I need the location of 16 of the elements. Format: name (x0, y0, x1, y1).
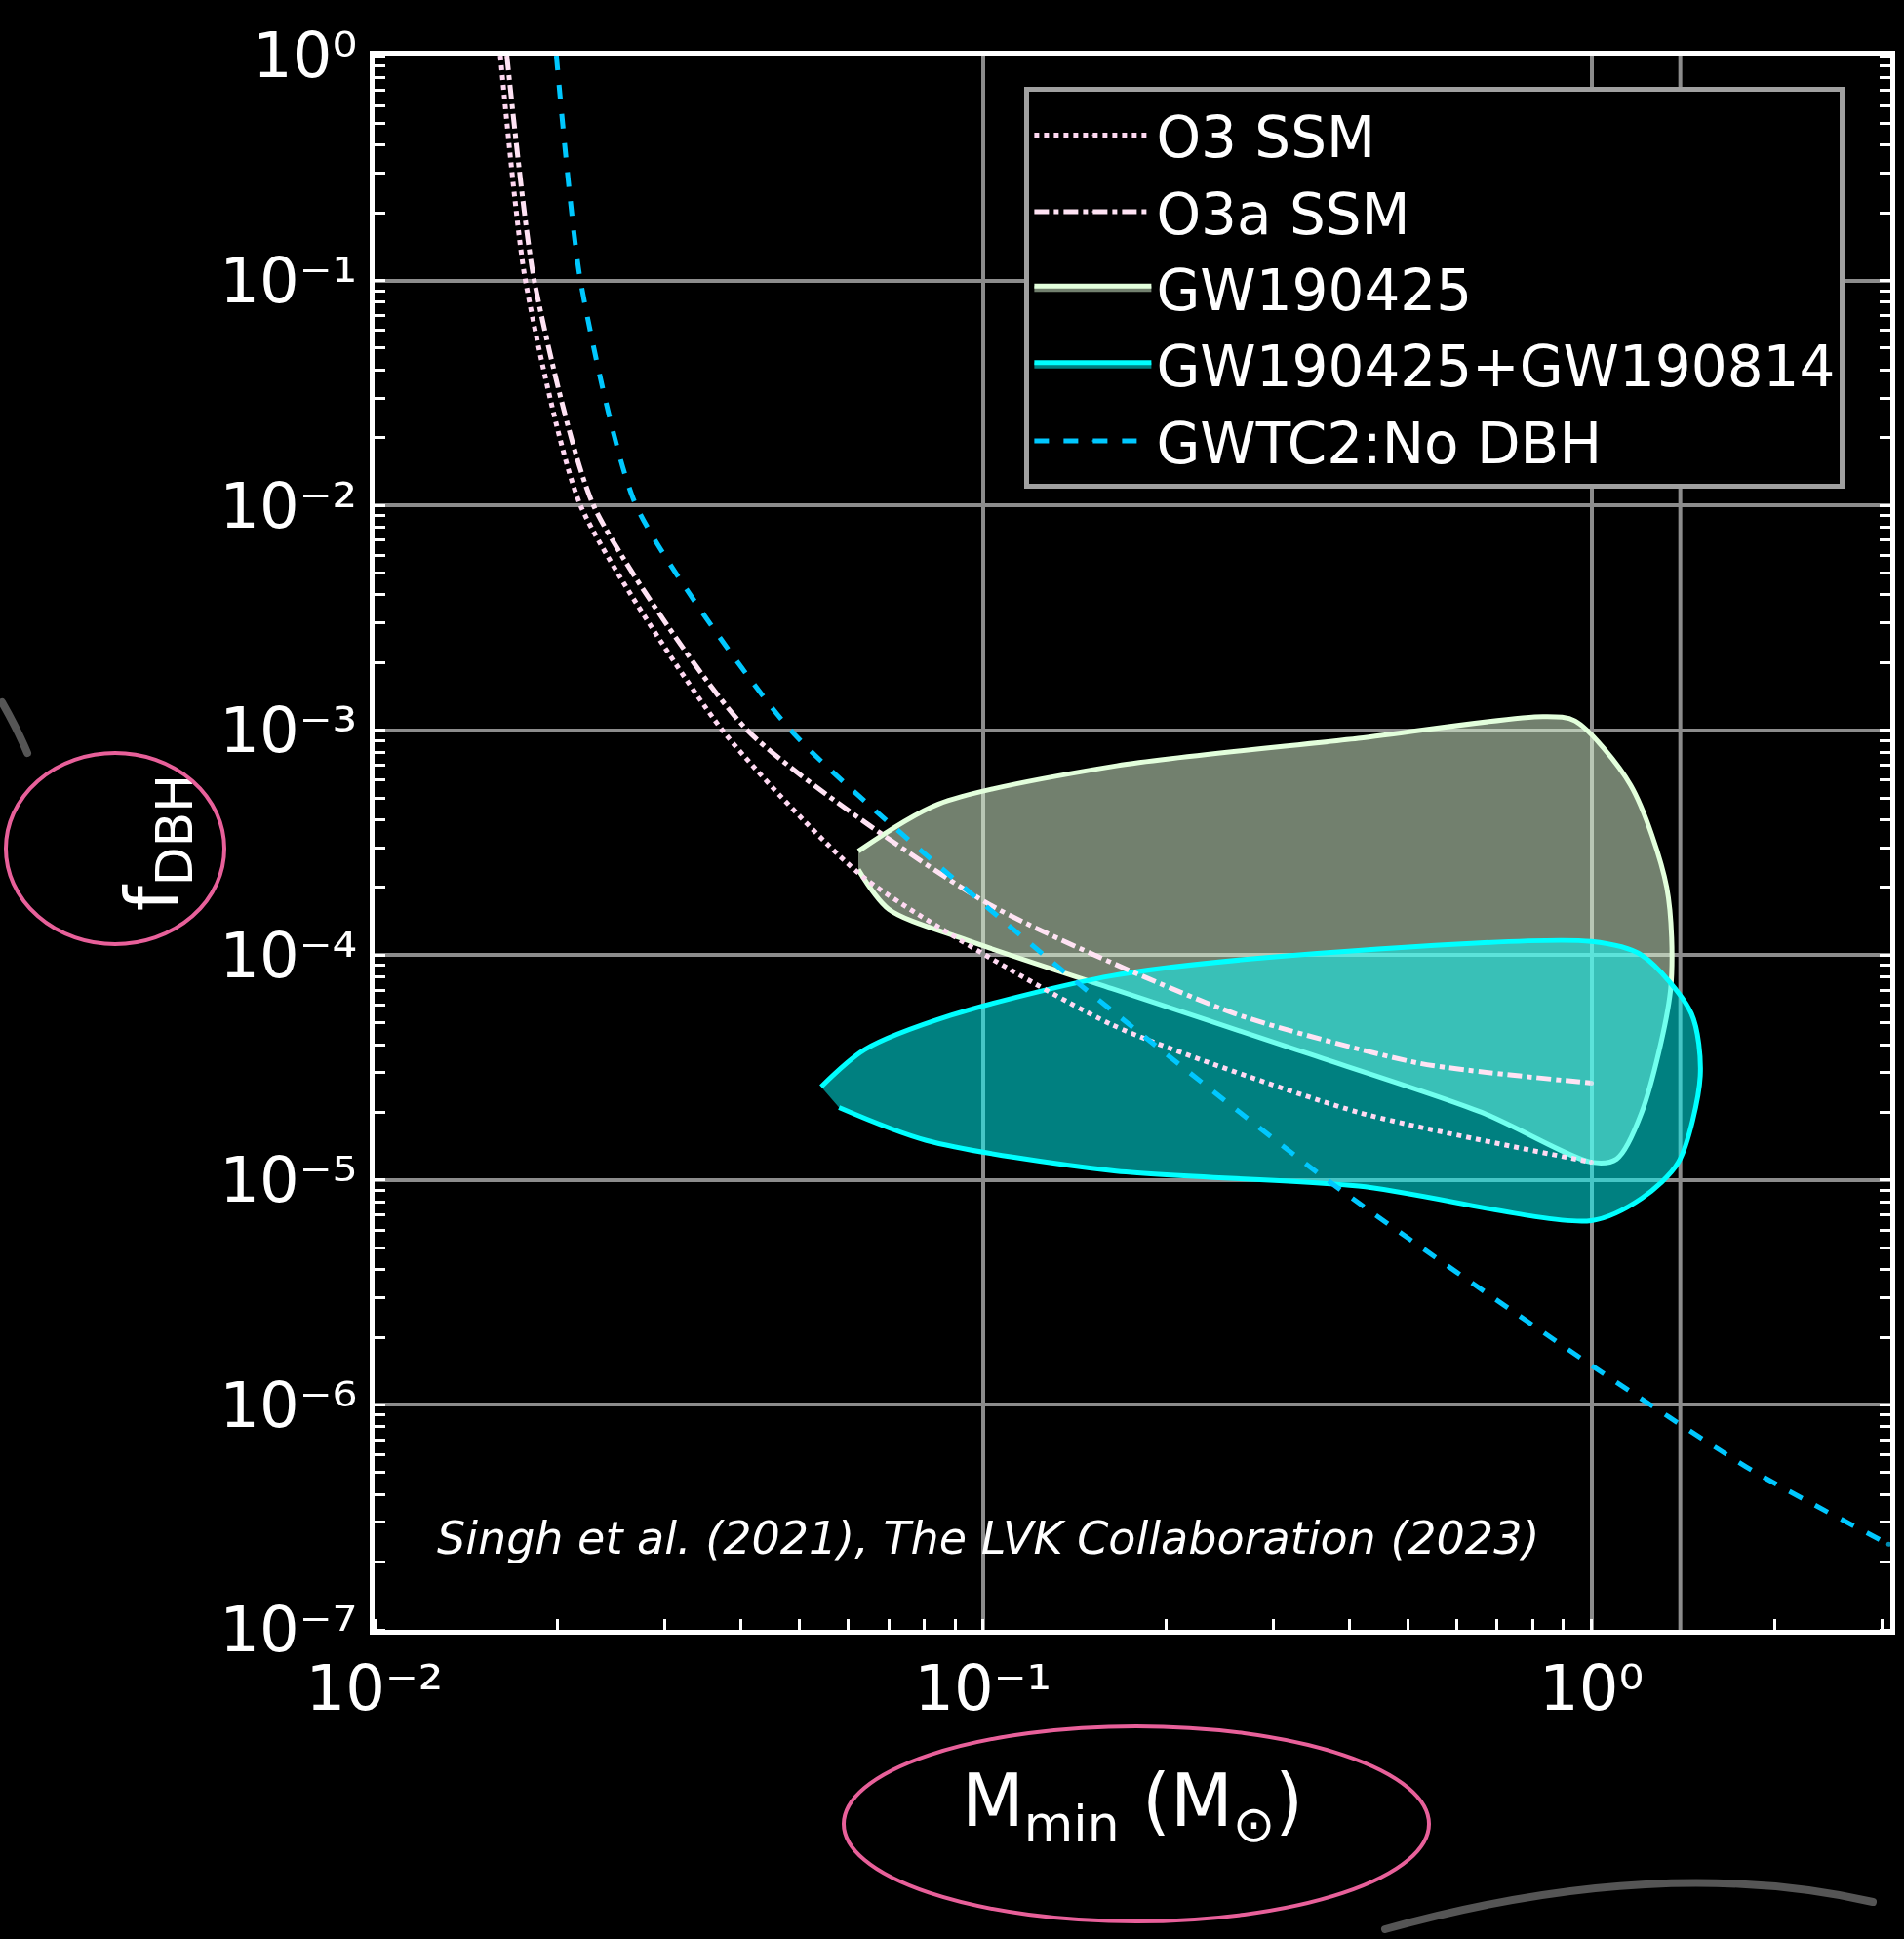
y-tick-label: 10⁻¹ (219, 244, 358, 317)
y-tick-label: 10⁻² (219, 469, 358, 542)
y-tick-label: 10⁻⁶ (219, 1368, 358, 1442)
y-tick-label: 10⁻³ (219, 694, 358, 768)
x-tick-label: 10⁰ (1538, 1651, 1645, 1724)
legend-label: GW190425 (1156, 257, 1473, 324)
legend-label: GW190425+GW190814 (1156, 334, 1836, 401)
y-tick-label: 10⁰ (253, 20, 358, 93)
legend-label: GWTC2:No DBH (1156, 410, 1603, 477)
y-tick-label: 10⁻⁵ (219, 1144, 358, 1217)
annotation: Singh et al. (2021), The LVK Collaboration (2023) (437, 1512, 1540, 1564)
x-tick-label: 10⁻¹ (914, 1651, 1052, 1724)
legend-label: O3a SSM (1156, 180, 1410, 248)
legend-label: O3 SSM (1156, 104, 1376, 172)
y-tick-label: 10⁻⁴ (219, 919, 358, 992)
x-axis-title: M$_{min}$ (M$_{⊙}$) (961, 1759, 1304, 1853)
